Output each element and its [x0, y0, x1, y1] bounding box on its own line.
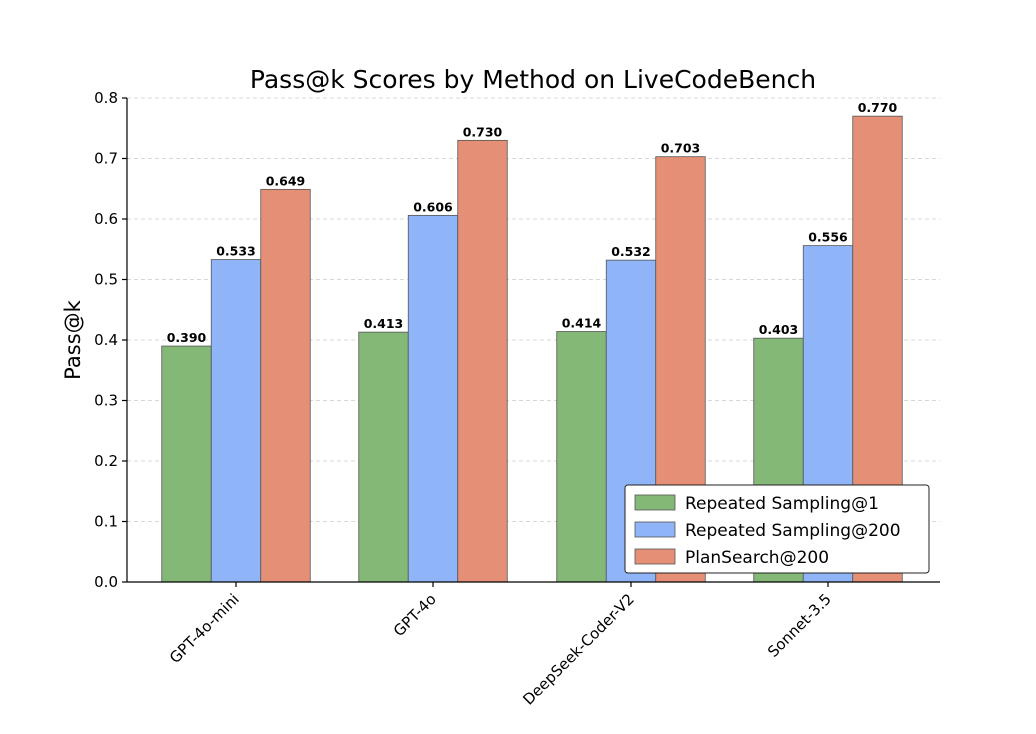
- y-tick-label: 0.5: [94, 271, 118, 289]
- data-label: 0.703: [661, 141, 701, 156]
- x-tick-label: GPT-4o: [390, 590, 440, 640]
- data-label: 0.556: [808, 230, 848, 245]
- y-tick-label: 0.1: [94, 513, 118, 531]
- legend-swatch: [634, 548, 676, 565]
- bar: [556, 331, 607, 583]
- bar: [210, 259, 262, 583]
- y-axis-label: Pass@k: [61, 299, 85, 379]
- legend-entry: PlanSearch@200: [685, 548, 829, 568]
- data-label: 0.414: [562, 316, 602, 331]
- x-tick-label: DeepSeek-Coder-V2: [519, 590, 637, 708]
- y-tick-label: 0.6: [94, 210, 118, 228]
- y-tick-label: 0.3: [94, 392, 118, 410]
- y-tick-label: 0.7: [94, 150, 118, 168]
- legend-entry: Repeated Sampling@1: [685, 494, 879, 514]
- legend-box: [624, 484, 930, 574]
- bar: [407, 214, 459, 583]
- bar: [358, 331, 409, 583]
- data-label: 0.403: [759, 322, 799, 337]
- data-label: 0.606: [413, 199, 453, 214]
- legend-swatch: [634, 521, 676, 538]
- data-label: 0.730: [463, 124, 503, 139]
- chart-title: Pass@k Scores by Method on LiveCodeBench: [250, 65, 816, 94]
- x-tick-label: Sonnet-3.5: [764, 590, 835, 661]
- bar: [161, 345, 212, 583]
- value-labels: 0.390 0.533 0.649 0.413 0.606 0.730 0.414 0.532…: [167, 100, 898, 345]
- data-label: 0.533: [216, 244, 256, 259]
- data-label: 0.532: [611, 244, 651, 259]
- data-label: 0.390: [167, 330, 207, 345]
- data-label: 0.770: [858, 100, 898, 115]
- legend-entry: Repeated Sampling@200: [685, 521, 901, 541]
- y-tick-label: 0.8: [94, 89, 118, 107]
- y-tick-label: 0.4: [94, 331, 118, 349]
- legend-swatch: [634, 494, 676, 511]
- data-label: 0.413: [364, 316, 404, 331]
- bar: [457, 139, 508, 583]
- y-tick-label: 0.0: [94, 573, 118, 591]
- x-tick-label: GPT-4o-mini: [166, 590, 243, 667]
- bar: [260, 188, 311, 583]
- data-label: 0.649: [266, 173, 306, 188]
- y-tick-label: 0.2: [94, 452, 118, 470]
- legend: Repeated Sampling@1 Repeated Sampling@200…: [624, 484, 930, 574]
